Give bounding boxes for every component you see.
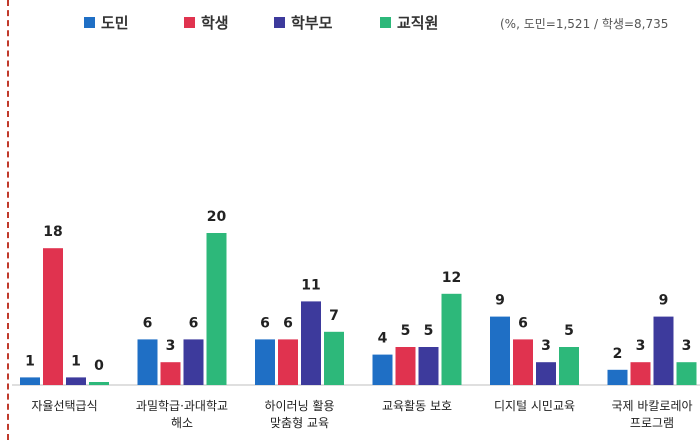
bar bbox=[372, 354, 393, 385]
bar bbox=[536, 362, 556, 385]
data-label: 1 bbox=[71, 353, 81, 369]
category-label: 국제 바칼로레아 bbox=[611, 399, 692, 413]
data-label: 2 bbox=[613, 346, 623, 362]
category-label: 교육활동 보호 bbox=[382, 399, 452, 413]
bar bbox=[66, 377, 86, 385]
data-label: 1 bbox=[25, 353, 35, 369]
bar bbox=[20, 377, 40, 385]
data-label: 0 bbox=[94, 358, 104, 374]
data-label: 6 bbox=[143, 315, 153, 331]
bar bbox=[255, 339, 275, 385]
bar bbox=[324, 331, 344, 385]
data-label: 9 bbox=[495, 293, 505, 309]
category-label: 해소 bbox=[171, 416, 193, 430]
legend-item-domin: 도민 bbox=[84, 12, 129, 33]
category-label: 자율선택급식 bbox=[31, 399, 97, 413]
data-label: 5 bbox=[424, 323, 434, 339]
bar bbox=[206, 233, 227, 385]
bar bbox=[278, 339, 298, 385]
data-label: 3 bbox=[541, 338, 551, 354]
bar bbox=[559, 347, 579, 385]
category-label: 맞춤형 교육 bbox=[270, 416, 329, 430]
legend-label: 학생 bbox=[201, 14, 229, 32]
data-label: 7 bbox=[329, 308, 339, 324]
bar bbox=[183, 339, 204, 385]
category-label: 프로그램 bbox=[630, 416, 674, 430]
bar bbox=[43, 248, 63, 385]
category-label: 과밀학급·과대학교 bbox=[136, 399, 228, 413]
category-label: 디지털 시민교육 bbox=[494, 399, 575, 413]
legend-swatch-icon bbox=[274, 17, 285, 28]
data-label: 3 bbox=[636, 338, 646, 354]
data-label: 6 bbox=[260, 315, 270, 331]
bar bbox=[607, 369, 628, 385]
legend-item-student: 학생 bbox=[184, 12, 229, 33]
bar bbox=[441, 293, 462, 385]
data-label: 5 bbox=[401, 323, 411, 339]
legend-label: 도민 bbox=[101, 14, 129, 32]
sample-size-note: (%, 도민=1,521 / 학생=8,735 bbox=[500, 17, 669, 31]
bar bbox=[89, 382, 109, 385]
dashed-border bbox=[7, 0, 9, 440]
data-label: 6 bbox=[283, 315, 293, 331]
legend-label: 학부모 bbox=[291, 14, 333, 32]
bar bbox=[630, 362, 651, 385]
legend-label: 교직원 bbox=[397, 14, 439, 32]
data-label: 4 bbox=[378, 331, 388, 347]
legend-swatch-icon bbox=[184, 17, 195, 28]
data-label: 20 bbox=[207, 209, 227, 225]
category-label: 하이러닝 활용 bbox=[264, 399, 334, 413]
data-label: 6 bbox=[518, 315, 528, 331]
data-label: 11 bbox=[301, 277, 320, 293]
data-label: 3 bbox=[166, 338, 176, 354]
bar bbox=[418, 347, 439, 385]
data-label: 3 bbox=[682, 338, 692, 354]
legend-item-parent: 학부모 bbox=[274, 12, 332, 33]
bar bbox=[160, 362, 181, 385]
bar bbox=[490, 316, 510, 385]
data-label: 18 bbox=[43, 224, 62, 240]
bar bbox=[137, 339, 158, 385]
data-label: 12 bbox=[442, 270, 461, 286]
legend-swatch-icon bbox=[84, 17, 95, 28]
bar bbox=[676, 362, 697, 385]
bar bbox=[301, 301, 321, 385]
data-label: 5 bbox=[564, 323, 574, 339]
bar bbox=[653, 316, 674, 385]
legend-swatch-icon bbox=[380, 17, 391, 28]
data-label: 9 bbox=[659, 293, 669, 309]
legend-item-staff: 교직원 bbox=[380, 12, 438, 33]
data-label: 6 bbox=[189, 315, 199, 331]
bar bbox=[513, 339, 533, 385]
bar bbox=[395, 347, 416, 385]
